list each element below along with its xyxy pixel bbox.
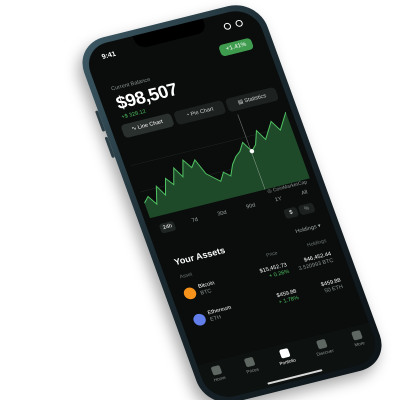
chevron-down-icon: ▾ [317,223,322,230]
tab-prices[interactable]: Prices [242,356,260,374]
tab-portfolio[interactable]: Portfolio [275,347,297,366]
range-24h[interactable]: 24h [158,220,177,234]
change-badge[interactable]: +1.41% [218,37,255,57]
asset-name: Ethereum ETH [207,299,260,324]
statistics-label: Statistics [243,93,268,105]
asset-holding: $46,452.44 3.520993 BTC [286,251,335,275]
status-time: 9:41 [100,50,117,61]
chart-line [143,111,287,206]
volume-button [94,110,106,132]
bitcoin-icon [182,286,198,301]
settings-icon[interactable] [234,19,244,28]
tab-label: More [353,340,366,348]
chart-marker[interactable] [249,149,255,154]
phone-device: 9:41 +1.41% Current Balance $98,507 +$ 3… [73,0,391,400]
toggle-dollar[interactable]: $ [283,206,300,220]
tab-label: Home [213,374,227,383]
portfolio-icon [278,348,291,359]
discover-icon [316,338,329,350]
tab-discover[interactable]: Discover [312,338,335,357]
holdings-dropdown[interactable]: Holdings ▾ [295,223,322,235]
holdings-label: Holdings [294,224,318,235]
camera-icon[interactable] [222,22,233,31]
tab-label: Prices [245,366,260,375]
status-icons [222,19,244,31]
app-screen: 9:41 +1.41% Current Balance $98,507 +$ 3… [81,5,383,400]
more-icon [350,330,363,341]
home-icon [210,364,223,376]
tab-label: Portfolio [278,357,297,367]
volume-button [104,136,115,159]
range-all[interactable]: All [300,189,309,197]
asset-price: $15,452.73 + 0.26% [246,262,291,285]
prices-icon [243,356,256,368]
price-chart[interactable] [121,99,310,219]
range-30d[interactable]: 30d [216,209,228,218]
asset-name: Bitcoin BTC [197,272,250,297]
range-7d[interactable]: 7d [190,216,199,224]
grid-line [130,125,291,166]
asset-holding: $459.88 50 ETH [295,278,344,302]
asset-price: $459.88 + 1.78% [256,289,301,312]
tab-bar: Home Prices Portfolio Discover More [197,322,383,400]
toggle-percent[interactable]: % [297,202,316,216]
tab-more[interactable]: More [350,330,366,348]
range-90d[interactable]: 90d [245,202,257,211]
chart-area [144,112,310,219]
currency-toggle: $ % [283,202,316,220]
tab-label: Discover [315,347,335,357]
home-indicator [267,369,323,385]
ethereum-icon [191,312,208,327]
tab-home[interactable]: Home [209,364,227,383]
range-1y[interactable]: 1Y [274,195,283,204]
